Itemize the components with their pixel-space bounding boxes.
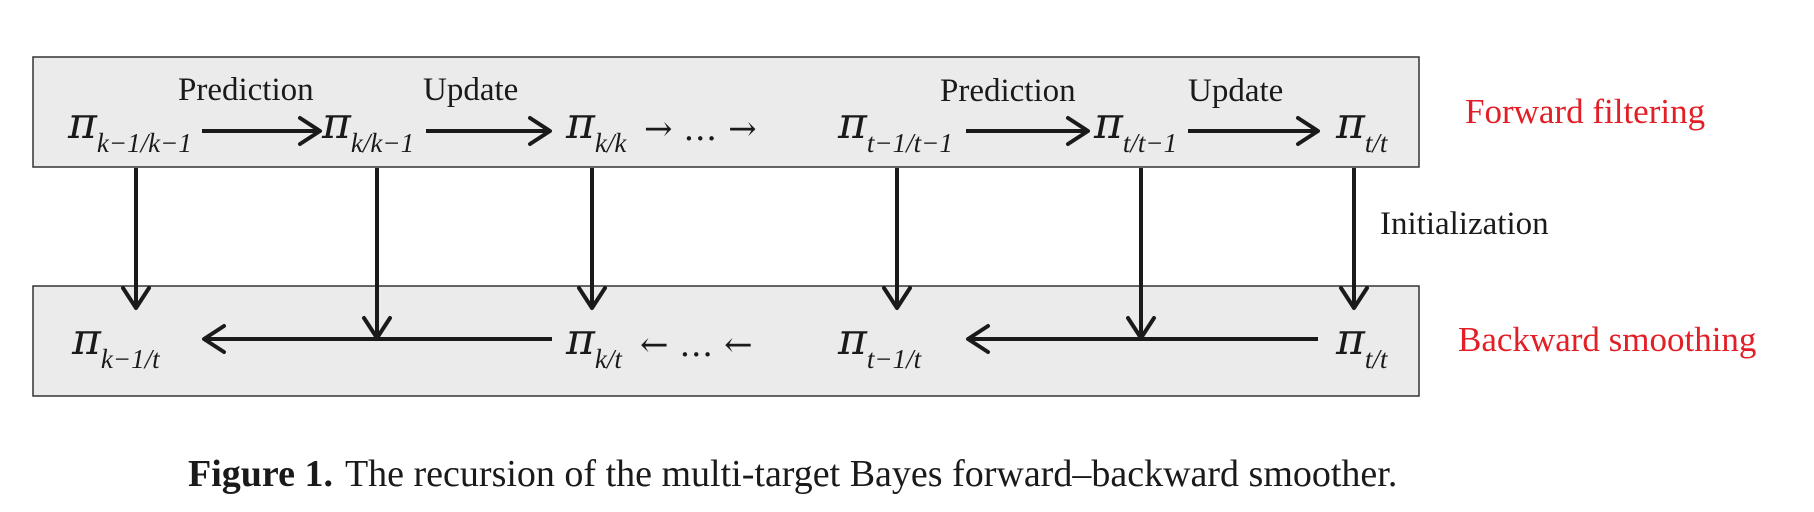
forward-node-2: πk/k−1	[321, 98, 414, 158]
forward-node-6: πt/t	[1335, 98, 1389, 158]
vertical-arrow-3	[577, 168, 607, 310]
backward-node-1: πk−1/t	[71, 314, 161, 374]
forward-filtering-label: Forward filtering	[1465, 92, 1705, 131]
figure-caption: Figure 1. The recursion of the multi-targ…	[188, 453, 1397, 495]
backward-arrow-right	[966, 324, 1318, 354]
prediction-label-2: Prediction	[940, 73, 1076, 109]
prediction-label-1: Prediction	[178, 72, 314, 108]
backward-node-3: πt−1/t	[837, 314, 923, 374]
update-arrow-2	[1188, 116, 1320, 146]
backward-sequence-ellipsis: ← … ←	[640, 325, 753, 365]
initialization-label: Initialization	[1380, 206, 1549, 242]
update-arrow-1	[426, 116, 552, 146]
forward-filtering-band	[32, 56, 1420, 168]
update-label-1: Update	[423, 72, 518, 108]
backward-node-4: πt/t	[1335, 314, 1389, 374]
forward-node-5: πt/t−1	[1093, 98, 1177, 158]
vertical-arrow-4	[882, 168, 912, 310]
prediction-arrow-1	[202, 116, 322, 146]
forward-node-3: πk/k	[565, 98, 627, 158]
initialization-arrow	[1339, 168, 1369, 310]
forward-node-4: πt−1/t−1	[837, 98, 953, 158]
prediction-arrow-2	[966, 116, 1090, 146]
forward-node-1: πk−1/k−1	[67, 98, 192, 158]
vertical-arrow-1	[121, 168, 151, 310]
update-label-2: Update	[1188, 73, 1283, 109]
backward-arrow-left	[202, 324, 552, 354]
backward-node-2: πk/t	[565, 314, 623, 374]
backward-smoothing-label: Backward smoothing	[1458, 320, 1756, 359]
forward-sequence-ellipsis: → … →	[644, 109, 757, 149]
